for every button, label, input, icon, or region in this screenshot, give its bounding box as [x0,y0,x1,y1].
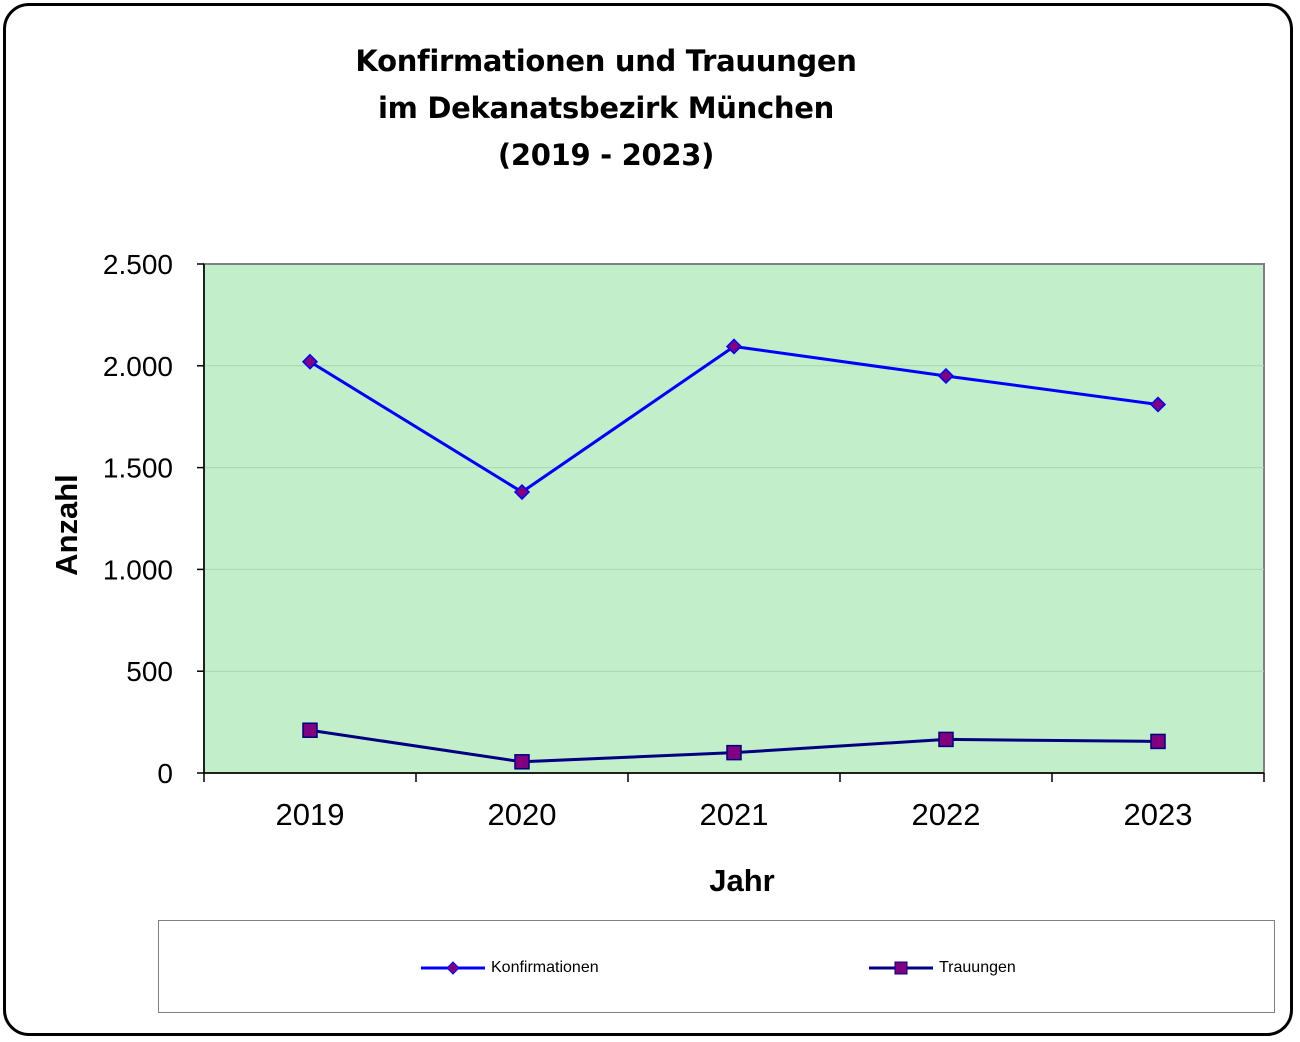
y-tick-label-5: 2.500 [103,249,173,280]
legend-label-konfirmationen: Konfirmationen [491,959,599,976]
x-tick-label-4: 2023 [1124,797,1193,832]
y-tick-label-3: 1.500 [103,453,173,484]
data-point-trauungen-2020 [514,754,530,770]
data-point-konfirmationen-2022 [937,367,955,385]
data-point-konfirmationen-2019 [301,353,319,370]
legend-item-konfirmationen: Konfirmationen [419,957,599,979]
x-tick-label-3: 2022 [912,797,981,832]
data-point-konfirmationen-2020 [513,483,531,501]
legend-marker-trauungen [869,961,933,975]
y-tick-label-0: 0 [157,758,173,789]
data-point-konfirmationen-2021 [725,338,743,355]
legend-marker-konfirmationen [421,961,485,975]
x-tick-label-2: 2021 [700,797,769,832]
data-point-konfirmationen-2023 [1149,396,1167,413]
legend-label-trauungen: Trauungen [939,959,1016,976]
data-point-trauungen-2023 [1150,733,1166,750]
chart-title-line-1: Konfirmationen und Trauungen [355,44,857,78]
data-point-trauungen-2019 [302,722,318,738]
data-point-trauungen-2021 [726,744,742,761]
x-tick-label-1: 2020 [488,797,557,832]
y-tick-label-4: 2.000 [103,351,173,382]
legend: Konfirmationen Trauungen [158,920,1275,1013]
x-axis-title: Jahr [709,863,774,898]
legend-item-trauungen: Trauungen [867,957,1016,979]
x-tick-label-0: 2019 [276,797,345,832]
y-tick-label-2: 1.000 [103,554,173,585]
data-point-trauungen-2022 [938,731,954,748]
y-tick-label-1: 500 [126,656,173,687]
chart-title-line-2: im Dekanatsbezirk München [378,91,834,125]
chart-title-line-3: (2019 - 2023) [497,138,715,172]
y-axis-title: Anzahl [49,474,84,576]
